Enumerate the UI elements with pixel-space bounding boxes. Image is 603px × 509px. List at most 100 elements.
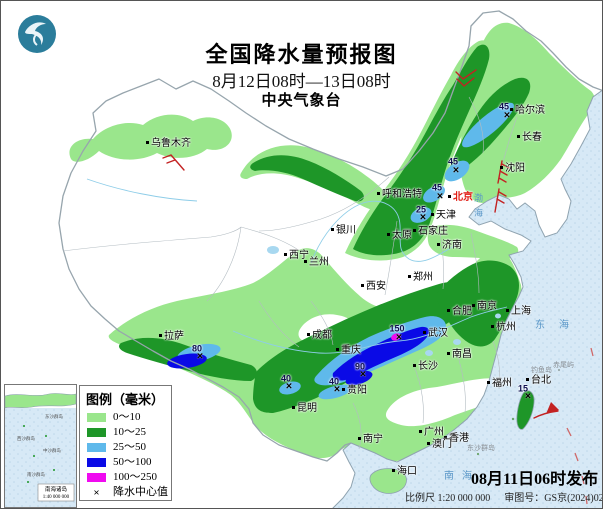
- city-label: 长春: [517, 133, 542, 143]
- map-scale: 比例尺 1:20 000 000: [405, 493, 491, 504]
- inset-island-name: 西沙群岛: [17, 435, 35, 442]
- inset-island-name: 中沙群岛: [43, 447, 61, 454]
- precip-center-value: 90: [354, 361, 366, 372]
- city-label: 哈尔滨: [510, 106, 545, 116]
- island-label-dongsha: 东沙群岛: [467, 444, 495, 452]
- city-label: 长沙: [413, 362, 438, 372]
- legend-row: 0～10: [87, 410, 171, 425]
- lakes: [267, 246, 501, 356]
- city-label: 成都: [307, 331, 332, 341]
- city-label-beijing: 北京: [448, 193, 473, 203]
- city-label: 太原: [387, 231, 412, 241]
- legend-swatch-50-100: [87, 458, 106, 467]
- precip-center-marker: ×: [452, 164, 460, 177]
- city-label: 合肥: [447, 307, 472, 317]
- precip-center-value: 25: [415, 204, 427, 215]
- dongsha-island-dot: [476, 452, 480, 456]
- precip-center-value: 80: [191, 343, 203, 354]
- city-label: 澳门: [427, 440, 452, 450]
- legend-label: 0～10: [113, 411, 141, 423]
- legend-row: 25～50: [87, 440, 171, 455]
- legend-label: 100～250: [113, 471, 157, 483]
- precip-center-marker: ×: [333, 383, 341, 396]
- legend-row: 50～100: [87, 455, 171, 470]
- precip-center-marker: ×: [503, 109, 511, 122]
- precip-center-marker: ×: [359, 368, 367, 381]
- agency-name: 中央气象台: [261, 92, 342, 109]
- precip-center-marker: ×: [285, 380, 293, 393]
- precip-center-marker: ×: [419, 211, 427, 224]
- precip-center-marker: ×: [196, 350, 204, 363]
- city-label: 南昌: [447, 350, 472, 360]
- precip-center-value: 15: [517, 383, 529, 394]
- penghu-island: [511, 417, 515, 421]
- wind-barb-northeast: [455, 69, 477, 87]
- city-label: 拉萨: [159, 332, 184, 342]
- precip-center-marker: ×: [395, 331, 403, 344]
- precip-center-value: 45: [447, 156, 459, 167]
- city-label: 福州: [487, 379, 512, 389]
- chiwei-island-dot: [557, 368, 561, 372]
- map-scale-line: 比例尺 1:20 000 000 审图号：GS京(2024)0236号: [405, 489, 603, 504]
- legend-row: 10～25: [87, 425, 171, 440]
- precip-layer-10-25: [119, 44, 531, 413]
- legend-row: 100～250: [87, 470, 171, 485]
- city-label: 台北: [526, 376, 551, 386]
- precip-center-value: 45: [431, 182, 443, 193]
- legend-row-center-value: × 降水中心值: [87, 485, 171, 500]
- precip-center-value: 40: [280, 373, 292, 384]
- center-value-marker-icon: ×: [93, 486, 100, 499]
- wind-barb-taiwan: [533, 410, 559, 419]
- city-label: 天津: [431, 211, 456, 221]
- city-label: 昆明: [292, 404, 317, 414]
- inset-island-name: 南沙群岛: [27, 471, 45, 478]
- sea-label-bohai: 渤海: [473, 193, 483, 223]
- inset-scale: 1:40 000 000: [43, 495, 70, 500]
- legend-swatch-100-250: [87, 473, 106, 482]
- cma-logo-icon: [18, 15, 56, 53]
- city-label: 重庆: [336, 346, 361, 356]
- precip-center-marker: ×: [436, 190, 444, 203]
- map-approval-number: 审图号：GS京(2024)0236号: [504, 493, 603, 504]
- sea: [332, 89, 602, 508]
- city-label: 济南: [437, 241, 462, 251]
- legend-label: 10～25: [113, 426, 146, 438]
- wind-barb-bohai-2: [494, 188, 507, 213]
- island-label-diaoyudao: 钓鱼岛: [531, 366, 552, 374]
- city-label: 乌鲁木齐: [146, 139, 191, 149]
- wind-flag-taiwan: [546, 402, 559, 414]
- city-label: 郑州: [408, 273, 433, 283]
- city-label: 武汉: [423, 329, 448, 339]
- national-border: [58, 10, 602, 462]
- island-label-chiweiyu: 赤尾屿: [553, 361, 574, 369]
- south-china-sea-inset: 东沙群岛 西沙群岛 中沙群岛 南沙群岛 南海诸岛 1:40 000 000: [4, 384, 77, 508]
- legend-label: 降水中心值: [113, 486, 168, 498]
- sea-label-donghai: 东海: [535, 320, 583, 331]
- city-label: 贵阳: [342, 386, 367, 396]
- city-label: 广州: [419, 428, 444, 438]
- precip-center-value: 45: [498, 101, 510, 112]
- city-label: 石家庄: [413, 227, 448, 237]
- legend-swatch-10-25: [87, 428, 106, 437]
- precip-center-value: 40: [328, 376, 340, 387]
- city-label: 兰州: [304, 258, 329, 268]
- city-label: 沈阳: [500, 164, 525, 174]
- city-label: 银川: [331, 226, 356, 236]
- inset-title: 南海诸岛: [45, 485, 68, 493]
- city-label: 西宁: [284, 251, 309, 261]
- legend-swatch-25-50: [87, 443, 106, 452]
- rivers: [86, 178, 508, 354]
- page-title: 全国降水量预报图: [205, 42, 398, 67]
- legend-title: 图例（毫米）: [86, 392, 165, 407]
- legend: 图例（毫米） 0～10 10～25 25～50 50～100 100～250 ×…: [79, 385, 172, 501]
- city-label: 呼和浩特: [377, 190, 422, 200]
- sea-label-nanhai: 南海: [444, 471, 480, 482]
- legend-label: 25～50: [113, 441, 146, 453]
- taiwan-island: [516, 390, 535, 430]
- city-label: 上海: [506, 307, 531, 317]
- wind-barb-urumqi: [162, 154, 185, 171]
- city-label: 南宁: [358, 435, 383, 445]
- forecast-date-range: 8月12日08时—13日08时: [212, 72, 391, 91]
- legend-label: 50～100: [113, 456, 152, 468]
